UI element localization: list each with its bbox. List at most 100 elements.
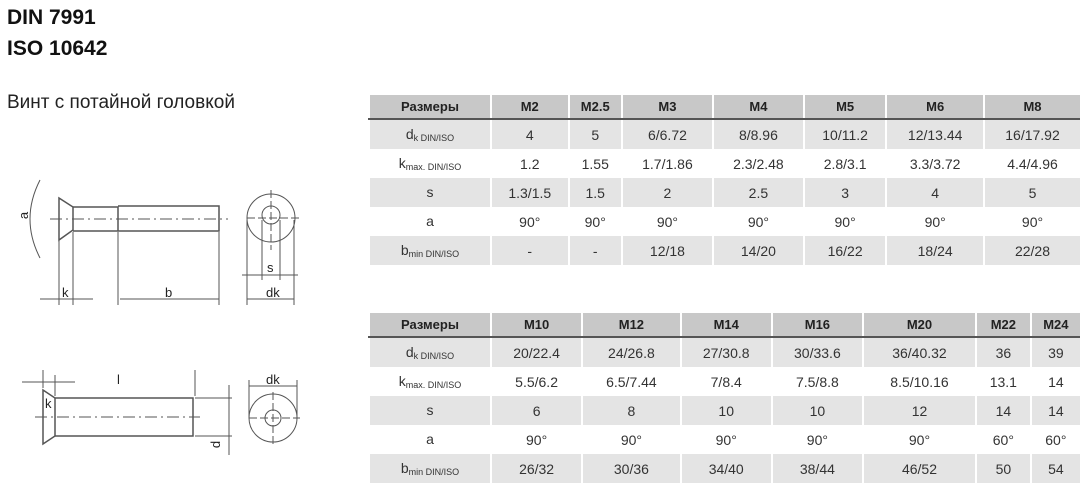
table-cell: 1.7/1.86 xyxy=(620,149,713,178)
table-cell: 6.5/7.44 xyxy=(581,367,681,396)
table-cell: 90° xyxy=(861,425,976,454)
table-cell: 18/24 xyxy=(885,236,984,265)
table-cell: 90° xyxy=(581,425,681,454)
table-cell: 2.3/2.48 xyxy=(711,149,804,178)
row-label-main: s xyxy=(426,184,434,200)
table-cell: 2.5 xyxy=(711,178,804,207)
table-cell: 5 xyxy=(567,119,622,149)
table-cell: 24/26.8 xyxy=(581,337,681,367)
table-cell: 4 xyxy=(885,178,984,207)
table-cell: 4 xyxy=(490,119,569,149)
row-label-sub: k DIN/ISO xyxy=(413,133,455,143)
row-label-main: k xyxy=(398,155,406,171)
row-label-main: d xyxy=(405,344,414,360)
column-header: Размеры xyxy=(368,95,491,120)
column-header: M2 xyxy=(490,95,569,120)
column-header: M3 xyxy=(620,95,713,120)
table-cell: 50 xyxy=(974,454,1031,483)
table-cell: 46/52 xyxy=(861,454,976,483)
table-cell: 36/40.32 xyxy=(861,337,976,367)
product-name: Винт с потайной головкой xyxy=(7,92,235,113)
row-label-main: s xyxy=(426,402,434,418)
table-row: dk DIN/ISO 4 5 6/6.72 8/8.96 10/11.2 12/13.44 1… xyxy=(368,119,1080,149)
table-cell: 90° xyxy=(567,207,622,236)
column-header: M20 xyxy=(861,313,976,338)
table-cell: 14/20 xyxy=(711,236,804,265)
row-label-sub: max. DIN/ISO xyxy=(405,380,462,390)
table-cell: 2.8/3.1 xyxy=(802,149,887,178)
table-cell: 90° xyxy=(711,207,804,236)
table-cell: 13.1 xyxy=(974,367,1031,396)
table-cell: 1.3/1.5 xyxy=(490,178,569,207)
table-cell: 20/22.4 xyxy=(489,337,583,367)
label-d: d xyxy=(208,440,224,449)
table-row: a 90° 90° 90° 90° 90° 60° 60° xyxy=(368,425,1080,454)
row-label-main: a xyxy=(426,431,434,447)
label-s: s xyxy=(267,260,274,275)
table-cell: 12/18 xyxy=(620,236,713,265)
screw-drawing-top xyxy=(29,179,300,305)
table-cell: 7.5/8.8 xyxy=(770,367,863,396)
table-cell: 39 xyxy=(1029,337,1080,367)
table-cell: 30/33.6 xyxy=(770,337,863,367)
standard-iso: ISO 10642 xyxy=(7,37,108,60)
table-cell: 14 xyxy=(1029,367,1080,396)
row-label-main: b xyxy=(400,242,409,258)
table-cell: 8 xyxy=(581,396,681,425)
table-cell: 90° xyxy=(983,207,1080,236)
row-label-main: a xyxy=(426,213,434,229)
row-label: kmax. DIN/ISO xyxy=(368,149,491,178)
standard-din: DIN 7991 xyxy=(7,6,96,29)
table-cell: - xyxy=(490,236,569,265)
column-header: M24 xyxy=(1029,313,1080,338)
table-cell: 27/30.8 xyxy=(679,337,772,367)
table-row: a 90° 90° 90° 90° 90° 90° 90° xyxy=(368,207,1080,236)
row-label-main: b xyxy=(400,460,409,476)
table-cell: 5.5/6.2 xyxy=(489,367,583,396)
table-cell: 90° xyxy=(770,425,863,454)
row-label-sub: min DIN/ISO xyxy=(408,249,460,259)
row-label: s xyxy=(368,396,491,425)
row-label: dk DIN/ISO xyxy=(368,119,491,149)
header-row: Размеры M10 M12 M14 M16 M20 M22 M24 xyxy=(368,313,1080,338)
table-cell: 1.2 xyxy=(490,149,569,178)
row-label: bmin DIN/ISO xyxy=(368,236,491,265)
column-header: M14 xyxy=(679,313,772,338)
column-header: M10 xyxy=(489,313,583,338)
table-cell: 60° xyxy=(1029,425,1080,454)
table-cell: 90° xyxy=(490,207,569,236)
column-header: M22 xyxy=(974,313,1031,338)
table-cell: 36 xyxy=(974,337,1031,367)
table-cell: 38/44 xyxy=(770,454,863,483)
table-cell: 90° xyxy=(489,425,583,454)
row-label: bmin DIN/ISO xyxy=(368,454,491,483)
table-cell: 10/11.2 xyxy=(802,119,887,149)
table-row: bmin DIN/ISO - -12/18 14/20 16/22 18/24 22/28 xyxy=(368,236,1080,265)
label-a: a xyxy=(16,211,32,220)
table-cell: 90° xyxy=(679,425,772,454)
table-row: s 6 8 10 10 12 14 14 xyxy=(368,396,1080,425)
header-row: Размеры M2 M2.5 M3 M4 M5 M6 M8 xyxy=(368,95,1080,120)
table-row: kmax. DIN/ISO 1.2 1.55 1.7/1.86 2.3/2.48 2.8/… xyxy=(368,149,1080,178)
table-cell: 90° xyxy=(885,207,984,236)
table-row: bmin DIN/ISO 26/32 30/36 34/40 38/44 46/52 50 5… xyxy=(368,454,1080,483)
column-header: Размеры xyxy=(368,313,491,338)
table-cell: 10 xyxy=(770,396,863,425)
table-cell: 6 xyxy=(489,396,583,425)
table-cell: 6/6.72 xyxy=(620,119,713,149)
table-cell: 90° xyxy=(620,207,713,236)
table-cell: 3.3/3.72 xyxy=(885,149,984,178)
table-cell: 54 xyxy=(1029,454,1080,483)
column-header: M8 xyxy=(983,95,1080,120)
table-cell: 16/17.92 xyxy=(983,119,1080,149)
label-k: k xyxy=(62,285,69,300)
table-cell: 90° xyxy=(802,207,887,236)
table-cell: 1.5 xyxy=(567,178,622,207)
label-k-bottom: k xyxy=(45,396,52,411)
row-label: dk DIN/ISO xyxy=(368,337,491,367)
table-cell: 26/32 xyxy=(489,454,583,483)
table-row: kmax. DIN/ISO 5.5/6.2 6.5/7.44 7/8.4 7.5/8.8… xyxy=(368,367,1080,396)
column-header: M5 xyxy=(802,95,887,120)
table-cell: 2 xyxy=(620,178,713,207)
row-label-sub: max. DIN/ISO xyxy=(405,162,462,172)
